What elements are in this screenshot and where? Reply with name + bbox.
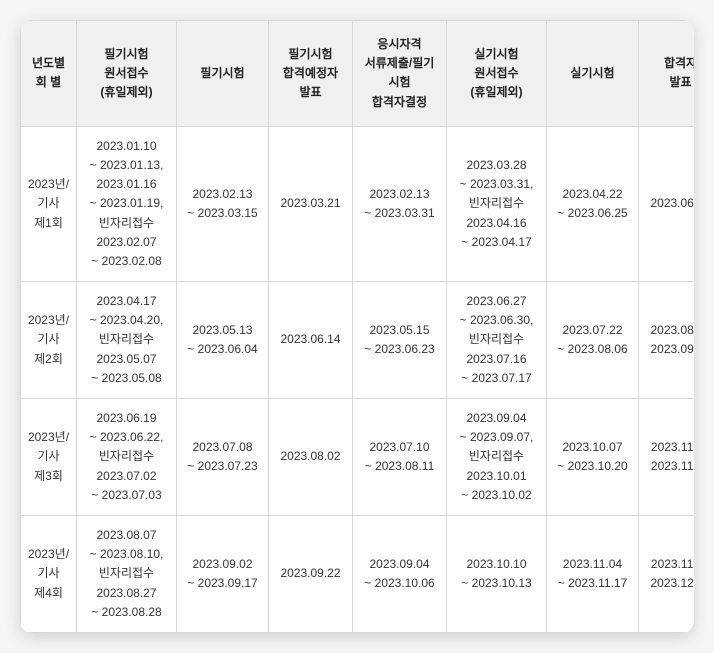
table-body: 2023년/ 기사 제1회 2023.01.10 ~ 2023.01.13, 20… [21,126,695,632]
table-cell: 2023.08.02 [269,399,353,516]
col-header: 합격자 발표 [639,21,695,127]
col-header-label: 필기시험 원서접수 (휴일제외) [100,47,152,99]
col-header-label: 합격자 발표 [664,56,694,89]
table-cell: 2023.09.22 [269,515,353,632]
col-header-label: 실기시험 [570,66,614,80]
col-header: 년도별 회 별 [21,21,77,127]
cell-text: 2023.09.04 ~ 2023.09.07, 빈자리접수 2023.10.0… [460,411,534,502]
cell-text: 2023.02.13 ~ 2023.03.31 [364,187,434,220]
table-cell: 2023.09.04 ~ 2023.09.07, 빈자리접수 2023.10.0… [447,399,547,516]
col-header: 응시자격 서류제출/필기 시험 합격자결정 [353,21,447,127]
cell-text: 2023.09.04 ~ 2023.10.06 [364,557,434,590]
cell-text: 2023년/ 기사 제3회 [28,430,69,482]
col-header: 필기시험 원서접수 (휴일제외) [77,21,177,127]
cell-text: 2023.10.10 ~ 2023.10.13 [461,557,531,590]
cell-text: 2023.03.28 ~ 2023.03.31, 빈자리접수 2023.04.1… [460,158,534,249]
cell-text: 2023.09.22 [280,566,340,580]
cell-text: 2023.02.13 ~ 2023.03.15 [187,187,257,220]
table-cell: 2023년/ 기사 제4회 [21,515,77,632]
cell-text: 2023.09.02 ~ 2023.09.17 [187,557,257,590]
col-header: 필기시험 합격예정자 발표 [269,21,353,127]
cell-text: 2023.05.13 ~ 2023.06.04 [187,323,257,356]
table-row: 2023년/ 기사 제4회 2023.08.07 ~ 2023.08.10, 빈자… [21,515,695,632]
table-cell: 2023.10.07 ~ 2023.10.20 [547,399,639,516]
cell-text: 2023.06.19 ~ 2023.06.22, 빈자리접수 2023.07.0… [90,411,164,502]
cell-text: 2023.04.17 ~ 2023.04.20, 빈자리접수 2023.05.0… [90,294,164,385]
cell-text: 2023.06.14 [280,332,340,346]
cell-text: 2023.08.17 2023.09.01 [650,323,694,356]
cell-text: 2023년/ 기사 제1회 [28,177,69,229]
table-cell: 2023.08.17 2023.09.01 [639,282,695,399]
table-cell: 2023.07.08 ~ 2023.07.23 [177,399,269,516]
table-cell: 2023.09.02 ~ 2023.09.17 [177,515,269,632]
schedule-card: 년도별 회 별 필기시험 원서접수 (휴일제외) 필기시험 필기시험 합격예정자… [20,20,694,633]
table-row: 2023년/ 기사 제2회 2023.04.17 ~ 2023.04.20, 빈자… [21,282,695,399]
col-header: 실기시험 원서접수 (휴일제외) [447,21,547,127]
cell-text: 2023년/ 기사 제4회 [28,547,69,599]
cell-text: 2023년/ 기사 제2회 [28,313,69,365]
table-cell: 2023.06.14 [269,282,353,399]
col-header-label: 응시자격 서류제출/필기 시험 합격자결정 [365,37,435,109]
table-cell: 2023.04.22 ~ 2023.06.25 [547,126,639,281]
table-cell: 2023.06.19 ~ 2023.06.22, 빈자리접수 2023.07.0… [77,399,177,516]
table-cell: 2023.06.27 [639,126,695,281]
table-cell: 2023.05.13 ~ 2023.06.04 [177,282,269,399]
table-cell: 2023.11.01 2023.11.15 [639,399,695,516]
table-cell: 2023.11.29 2023.12.13 [639,515,695,632]
cell-text: 2023.06.27 ~ 2023.06.30, 빈자리접수 2023.07.1… [460,294,534,385]
table-row: 2023년/ 기사 제1회 2023.01.10 ~ 2023.01.13, 20… [21,126,695,281]
table-cell: 2023.04.17 ~ 2023.04.20, 빈자리접수 2023.05.0… [77,282,177,399]
cell-text: 2023.08.02 [280,449,340,463]
table-cell: 2023.07.10 ~ 2023.08.11 [353,399,447,516]
col-header: 실기시험 [547,21,639,127]
table-cell: 2023.02.13 ~ 2023.03.31 [353,126,447,281]
cell-text: 2023.11.29 2023.12.13 [650,557,694,590]
col-header-label: 필기시험 [200,66,244,80]
table-cell: 2023.10.10 ~ 2023.10.13 [447,515,547,632]
cell-text: 2023.11.01 2023.11.15 [651,440,694,473]
cell-text: 2023.07.08 ~ 2023.07.23 [187,440,257,473]
cell-text: 2023.01.10 ~ 2023.01.13, 2023.01.16 ~ 20… [90,139,164,268]
cell-text: 2023.08.07 ~ 2023.08.10, 빈자리접수 2023.08.2… [90,528,164,619]
table-cell: 2023.11.04 ~ 2023.11.17 [547,515,639,632]
table-head: 년도별 회 별 필기시험 원서접수 (휴일제외) 필기시험 필기시험 합격예정자… [21,21,695,127]
table-cell: 2023.01.10 ~ 2023.01.13, 2023.01.16 ~ 20… [77,126,177,281]
cell-text: 2023.07.22 ~ 2023.08.06 [557,323,627,356]
schedule-table: 년도별 회 별 필기시험 원서접수 (휴일제외) 필기시험 필기시험 합격예정자… [20,20,694,633]
cell-text: 2023.07.10 ~ 2023.08.11 [365,440,435,473]
col-header-label: 년도별 회 별 [32,56,65,89]
table-cell: 2023년/ 기사 제1회 [21,126,77,281]
table-cell: 2023년/ 기사 제2회 [21,282,77,399]
table-cell: 2023년/ 기사 제3회 [21,399,77,516]
col-header-label: 실기시험 원서접수 (휴일제외) [470,47,522,99]
cell-text: 2023.04.22 ~ 2023.06.25 [557,187,627,220]
table-cell: 2023.07.22 ~ 2023.08.06 [547,282,639,399]
col-header-label: 필기시험 합격예정자 발표 [283,47,338,99]
table-cell: 2023.08.07 ~ 2023.08.10, 빈자리접수 2023.08.2… [77,515,177,632]
cell-text: 2023.10.07 ~ 2023.10.20 [557,440,627,473]
cell-text: 2023.06.27 [650,196,694,210]
cell-text: 2023.11.04 ~ 2023.11.17 [558,557,628,590]
table-cell: 2023.09.04 ~ 2023.10.06 [353,515,447,632]
cell-text: 2023.05.15 ~ 2023.06.23 [364,323,434,356]
table-cell: 2023.05.15 ~ 2023.06.23 [353,282,447,399]
table-cell: 2023.06.27 ~ 2023.06.30, 빈자리접수 2023.07.1… [447,282,547,399]
table-cell: 2023.03.21 [269,126,353,281]
table-cell: 2023.03.28 ~ 2023.03.31, 빈자리접수 2023.04.1… [447,126,547,281]
col-header: 필기시험 [177,21,269,127]
table-row: 2023년/ 기사 제3회 2023.06.19 ~ 2023.06.22, 빈자… [21,399,695,516]
header-row: 년도별 회 별 필기시험 원서접수 (휴일제외) 필기시험 필기시험 합격예정자… [21,21,695,127]
table-cell: 2023.02.13 ~ 2023.03.15 [177,126,269,281]
cell-text: 2023.03.21 [280,196,340,210]
